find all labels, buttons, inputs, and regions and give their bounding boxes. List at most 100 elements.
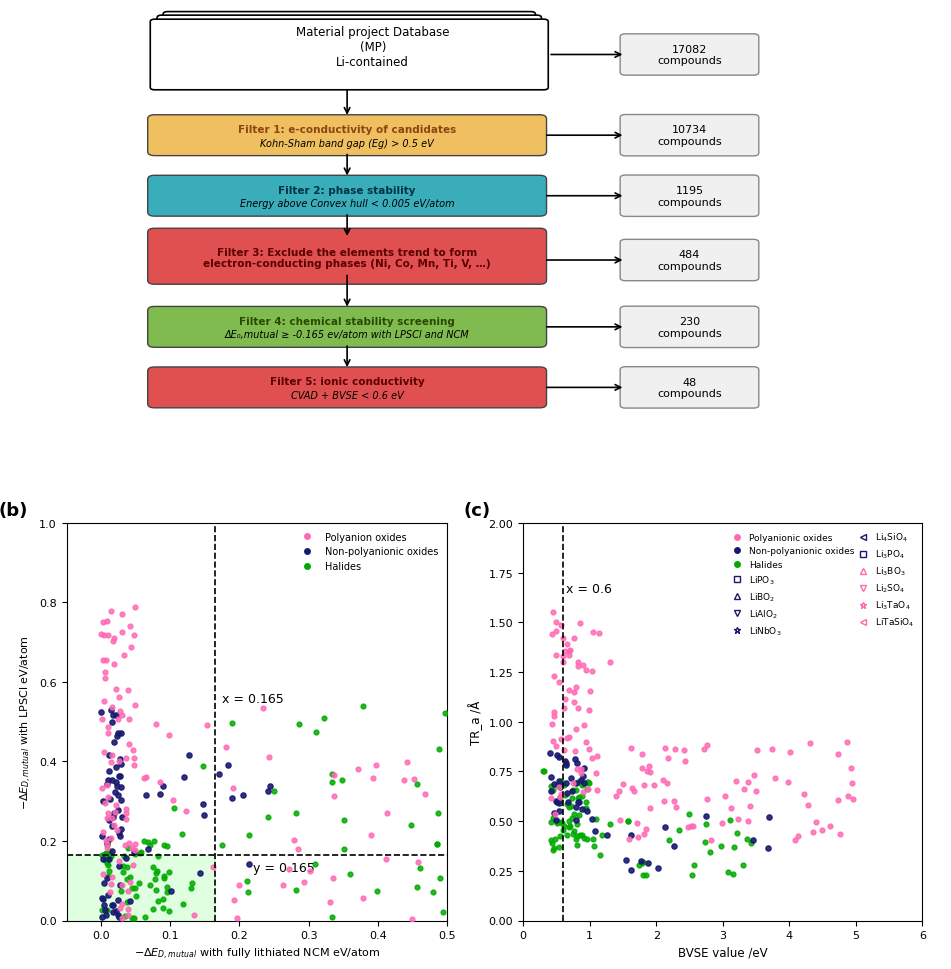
Polyanionic oxides (565, 775, 580, 791)
Polyanionic oxides (823, 818, 838, 833)
Halides (409, 880, 424, 895)
Polyanionic oxides (841, 789, 856, 804)
Polyanionic oxides (840, 735, 855, 750)
Non-polyanionic oxides (110, 787, 126, 802)
Polyanion oxides (127, 698, 143, 713)
Halides (102, 844, 117, 860)
Halides (552, 789, 567, 804)
Non-polyanionic oxides (126, 844, 142, 860)
Halides (159, 839, 174, 855)
Polyanionic oxides (684, 819, 699, 834)
Halides (114, 883, 129, 898)
Halides (403, 817, 418, 832)
Polyanion oxides (119, 801, 134, 817)
FancyBboxPatch shape (147, 367, 547, 408)
Polyanionic oxides (571, 654, 586, 670)
Halides (552, 828, 567, 844)
Non-polyanionic oxides (558, 756, 573, 771)
Polyanionic oxides (717, 789, 732, 804)
Text: x = 0.6: x = 0.6 (567, 582, 612, 596)
Halides (553, 815, 569, 830)
Halides (557, 788, 573, 803)
Non-polyanionic oxides (102, 813, 117, 828)
Halides (720, 864, 735, 880)
Non-polyanionic oxides (113, 793, 128, 808)
Polyanion oxides (225, 780, 241, 796)
Halides (149, 863, 165, 879)
Non-polyanionic oxides (558, 775, 573, 791)
Polyanionic oxides (552, 789, 567, 804)
Polyanion oxides (97, 693, 112, 708)
Polyanionic oxides (661, 750, 676, 766)
Polyanionic oxides (802, 735, 817, 751)
Y-axis label: TR_a /Å: TR_a /Å (468, 700, 483, 744)
Halides (536, 764, 552, 779)
Halides (727, 840, 742, 856)
Polyanionic oxides (805, 825, 821, 840)
Non-polyanionic oxides (113, 821, 128, 836)
Polyanion oxides (116, 647, 131, 663)
Polyanionic oxides (561, 643, 576, 659)
Polyanion oxides (108, 681, 124, 697)
Halides (337, 812, 352, 828)
Polyanion oxides (100, 613, 115, 629)
Polyanionic oxides (669, 798, 684, 814)
Halides (574, 789, 590, 804)
Polyanionic oxides (699, 792, 714, 807)
Halides (337, 841, 352, 857)
Polyanionic oxides (677, 754, 692, 769)
Polyanion oxides (126, 858, 141, 873)
Halides (573, 827, 588, 842)
Non-polyanionic oxides (569, 756, 584, 771)
Halides (266, 784, 281, 799)
Polyanionic oxides (641, 759, 656, 774)
Non-polyanionic oxides (650, 860, 666, 876)
Polyanion oxides (296, 874, 311, 890)
Polyanionic oxides (585, 751, 600, 766)
Halides (638, 867, 653, 883)
Polyanion oxides (275, 878, 290, 893)
Polyanionic oxides (584, 664, 599, 679)
Halides (162, 864, 177, 880)
Non-polyanionic oxides (105, 897, 120, 913)
Polyanion oxides (114, 896, 129, 912)
Halides (148, 865, 164, 881)
Polyanionic oxides (567, 684, 582, 700)
Polyanion oxides (96, 744, 111, 760)
Polyanion oxides (121, 901, 136, 917)
Polyanion oxides (122, 711, 137, 727)
Halides (570, 837, 585, 853)
Polyanionic oxides (568, 743, 583, 759)
Halides (545, 782, 560, 797)
Polyanion oxides (109, 823, 125, 838)
Polyanion oxides (186, 908, 202, 923)
Halides (687, 858, 702, 873)
Non-polyanionic oxides (101, 852, 116, 867)
Polyanionic oxides (625, 780, 640, 796)
Polyanionic oxides (552, 674, 567, 690)
Halides (550, 778, 565, 794)
Polyanion oxides (229, 911, 244, 926)
Halides (120, 871, 135, 887)
FancyBboxPatch shape (147, 115, 547, 156)
Halides (120, 894, 135, 910)
Polyanion oxides (122, 619, 137, 635)
Polyanion oxides (368, 757, 383, 772)
Polyanionic oxides (547, 704, 562, 720)
Non-polyanionic oxides (98, 908, 113, 923)
Text: 230
compounds: 230 compounds (657, 317, 722, 338)
Halides (436, 904, 451, 920)
Polyanion oxides (98, 665, 113, 680)
Halides (566, 824, 581, 839)
Non-polyanionic oxides (546, 777, 561, 793)
Polyanionic oxides (555, 655, 571, 671)
Polyanionic oxides (783, 744, 798, 760)
Polyanionic oxides (545, 734, 560, 749)
Polyanionic oxides (544, 717, 559, 733)
Non-polyanionic oxides (97, 903, 112, 919)
Polyanion oxides (96, 866, 111, 882)
Polyanionic oxides (637, 827, 652, 842)
Non-polyanionic oxides (107, 785, 123, 800)
Non-polyanionic oxides (569, 799, 584, 815)
Halides (580, 782, 595, 797)
